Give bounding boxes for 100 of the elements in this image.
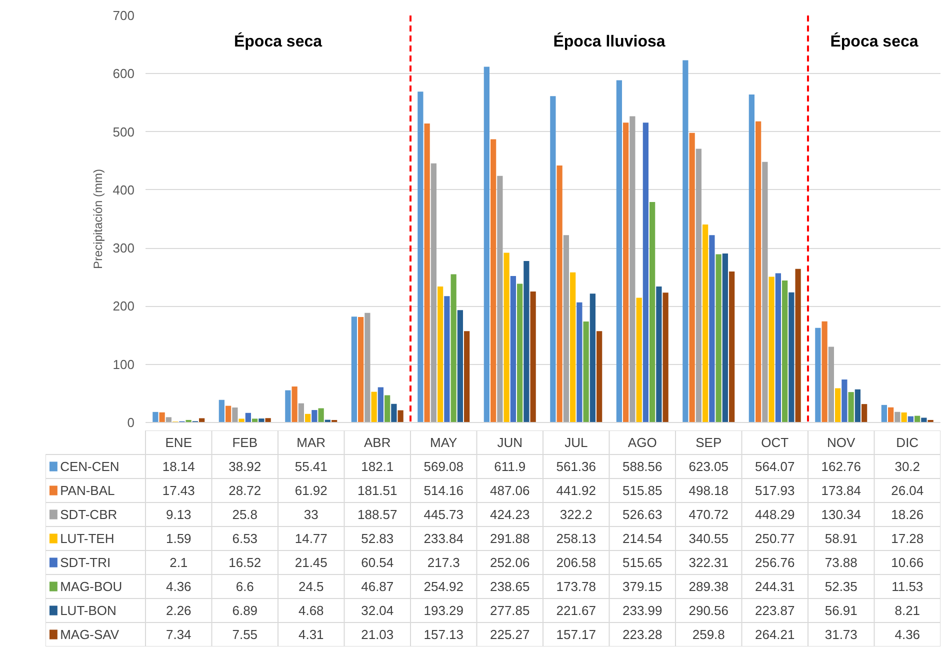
data-label: 25.8 — [232, 507, 258, 522]
data-label: 206.58 — [556, 555, 596, 570]
data-label: 225.27 — [490, 627, 530, 642]
data-label: 8.21 — [894, 603, 920, 618]
data-label: 38.92 — [228, 459, 262, 474]
data-label: 526.63 — [622, 507, 662, 522]
data-label: 46.87 — [361, 579, 394, 594]
data-label: 514.16 — [424, 483, 464, 498]
legend-label: SDT-TRI — [60, 555, 111, 570]
legend-label: LUT-TEH — [60, 531, 114, 546]
y-tick-label: 700 — [112, 8, 135, 23]
data-label: 4.36 — [166, 579, 192, 594]
data-label: 10.66 — [891, 555, 924, 570]
data-label: 18.14 — [162, 459, 195, 474]
data-label: 322.31 — [688, 555, 729, 570]
x-tick-label: ABR — [364, 435, 391, 450]
data-label: 9.13 — [166, 507, 192, 522]
data-label: 379.15 — [622, 579, 662, 594]
x-tick-label: ENE — [165, 435, 192, 450]
data-label: 515.85 — [622, 483, 662, 498]
data-label: 223.87 — [754, 603, 795, 618]
x-tick-label: MAR — [296, 435, 326, 450]
data-label: 14.77 — [294, 531, 328, 546]
data-label: 56.91 — [824, 603, 858, 618]
x-tick-label: OCT — [761, 435, 789, 450]
data-label: 238.65 — [490, 579, 530, 594]
data-label: 7.34 — [166, 627, 192, 642]
data-label: 2.1 — [170, 555, 188, 570]
data-label: 221.67 — [556, 603, 596, 618]
data-label: 55.41 — [294, 459, 328, 474]
data-label: 277.85 — [490, 603, 530, 618]
data-label: 26.04 — [891, 483, 924, 498]
data-label: 24.5 — [298, 579, 324, 594]
y-tick-label: 0 — [127, 415, 135, 430]
data-label: 17.28 — [891, 531, 924, 546]
data-label: 61.92 — [294, 483, 328, 498]
data-label: 21.03 — [361, 627, 394, 642]
data-label: 130.34 — [821, 507, 862, 522]
annotation: Época lluviosa — [553, 31, 666, 50]
data-label: 445.73 — [424, 507, 464, 522]
data-label: 6.53 — [232, 531, 258, 546]
data-label: 289.38 — [688, 579, 729, 594]
data-label: 217.3 — [427, 555, 460, 570]
data-label: 515.65 — [622, 555, 662, 570]
x-tick-label: AGO — [628, 435, 657, 450]
data-label: 4.36 — [894, 627, 920, 642]
data-label: 498.18 — [688, 483, 729, 498]
data-label: 58.91 — [824, 531, 858, 546]
data-label: 188.57 — [357, 507, 398, 522]
legend-label: MAG-BOU — [60, 579, 122, 594]
data-label: 52.83 — [361, 531, 394, 546]
annotation: Época seca — [830, 31, 918, 50]
data-label: 569.08 — [424, 459, 464, 474]
data-label: 264.21 — [754, 627, 795, 642]
data-label: 6.89 — [232, 603, 258, 618]
y-tick-label: 100 — [112, 356, 135, 372]
data-label: 223.28 — [622, 627, 662, 642]
data-label: 441.92 — [556, 483, 596, 498]
data-label: 16.52 — [228, 555, 262, 570]
data-label: 623.05 — [688, 459, 729, 474]
data-label: 611.9 — [494, 459, 526, 474]
data-label: 193.29 — [424, 603, 464, 618]
data-label: 254.92 — [424, 579, 464, 594]
data-label: 32.04 — [361, 603, 394, 618]
data-label: 157.13 — [424, 627, 464, 642]
data-label: 561.36 — [556, 459, 596, 474]
data-label: 28.72 — [228, 483, 262, 498]
data-label: 233.84 — [424, 531, 464, 546]
data-label: 322.2 — [560, 507, 592, 522]
data-label: 1.59 — [166, 531, 192, 546]
x-tick-label: JUN — [497, 435, 523, 450]
data-label: 31.73 — [824, 627, 858, 642]
legend-label: LUT-BON — [60, 603, 116, 618]
data-label: 30.2 — [894, 459, 920, 474]
data-label: 487.06 — [490, 483, 530, 498]
legend-label: CEN-CEN — [60, 459, 120, 474]
y-tick-label: 500 — [112, 124, 135, 140]
data-label: 250.77 — [754, 531, 795, 546]
y-tick-label: 400 — [112, 182, 135, 198]
data-label: 517.93 — [754, 483, 795, 498]
legend-label: MAG-SAV — [60, 627, 120, 642]
x-tick-label: NOV — [827, 435, 856, 450]
data-label: 173.78 — [556, 579, 596, 594]
data-label: 33 — [304, 507, 318, 522]
data-label: 258.13 — [556, 531, 596, 546]
x-tick-label: MAY — [430, 435, 458, 450]
data-label: 17.43 — [162, 483, 195, 498]
legend-label: PAN-BAL — [60, 483, 115, 498]
data-label: 233.99 — [622, 603, 662, 618]
data-label: 7.55 — [232, 627, 258, 642]
y-tick-label: 600 — [112, 66, 135, 82]
data-label: 182.1 — [361, 459, 394, 474]
legend-label: SDT-CBR — [60, 507, 118, 522]
x-tick-label: JUL — [564, 435, 588, 450]
data-label: 448.29 — [754, 507, 795, 522]
data-label: 588.56 — [622, 459, 662, 474]
data-label: 2.26 — [166, 603, 192, 618]
data-label: 21.45 — [294, 555, 328, 570]
data-label: 290.56 — [688, 603, 729, 618]
x-tick-label: FEB — [232, 435, 258, 450]
